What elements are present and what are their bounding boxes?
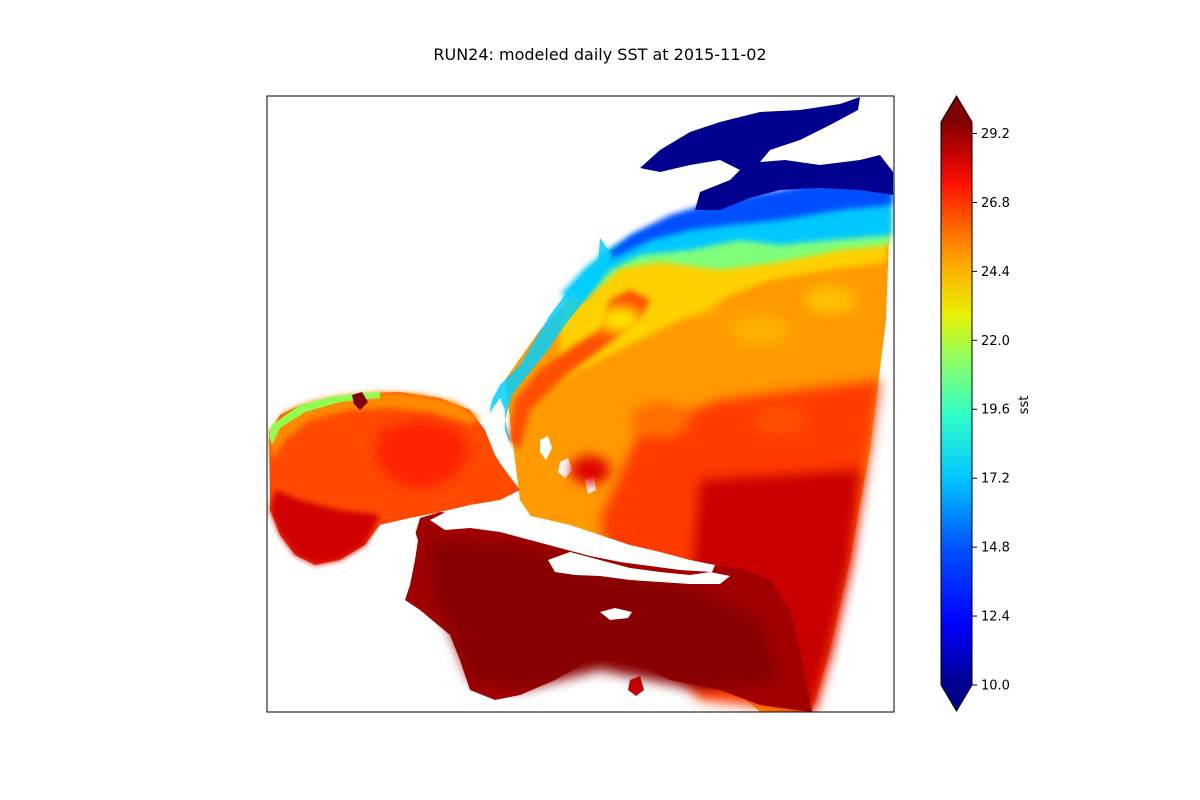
- coastal-warm-speck-2: [628, 676, 644, 696]
- loop-current: [375, 420, 470, 490]
- colorbar-tick-label: 26.8: [981, 196, 1010, 211]
- coastal-warm-speck: [352, 392, 368, 410]
- land-florida: [485, 398, 512, 470]
- colorbar-over-extension: [941, 96, 972, 122]
- land-bahamas: [540, 436, 596, 494]
- ocean-region-gulf-st-lawrence: [640, 97, 893, 210]
- ocean-region-shelf-cold: [600, 170, 892, 260]
- land-yucatan: [370, 518, 418, 600]
- figure-title: RUN24: modeled daily SST at 2015-11-02: [433, 45, 767, 64]
- land-jamaica: [600, 608, 632, 620]
- colorbar-ticks: 10.0 12.4 14.8 17.2 19.6 22.0 24.4 26.8 29.2: [972, 127, 1010, 694]
- colorbar-tick-label: 17.2: [981, 472, 1010, 487]
- gulf-southern-warm: [270, 490, 380, 565]
- colorbar-tick-label: 12.4: [981, 610, 1010, 625]
- eddy-field: [570, 286, 856, 484]
- colorbar-tick-label: 22.0: [981, 334, 1010, 349]
- gulf-northern-shelf: [269, 392, 480, 460]
- colorbar-tick-label: 10.0: [981, 679, 1010, 694]
- gulf-northern-coast-cool: [269, 392, 380, 445]
- coastal-shelf-strip: [488, 238, 612, 450]
- colorbar-tick-label: 29.2: [981, 127, 1010, 142]
- ocean-region-shelf-cool: [560, 190, 892, 300]
- land-hispaniola: [548, 552, 730, 584]
- sst-field: [269, 97, 893, 712]
- colorbar-under-extension: [941, 685, 972, 711]
- land-cuba: [430, 508, 715, 572]
- colorbar-label: sst: [1017, 396, 1032, 415]
- colorbar-tick-label: 24.4: [981, 265, 1010, 280]
- colorbar-tick-label: 19.6: [981, 403, 1010, 418]
- colorbar-tick-label: 14.8: [981, 541, 1010, 556]
- colorbar-gradient: [941, 122, 972, 685]
- colorbar: 10.0 12.4 14.8 17.2 19.6 22.0 24.4 26.8 29.2 sst: [940, 95, 1032, 712]
- map-axes-frame: [266, 95, 895, 713]
